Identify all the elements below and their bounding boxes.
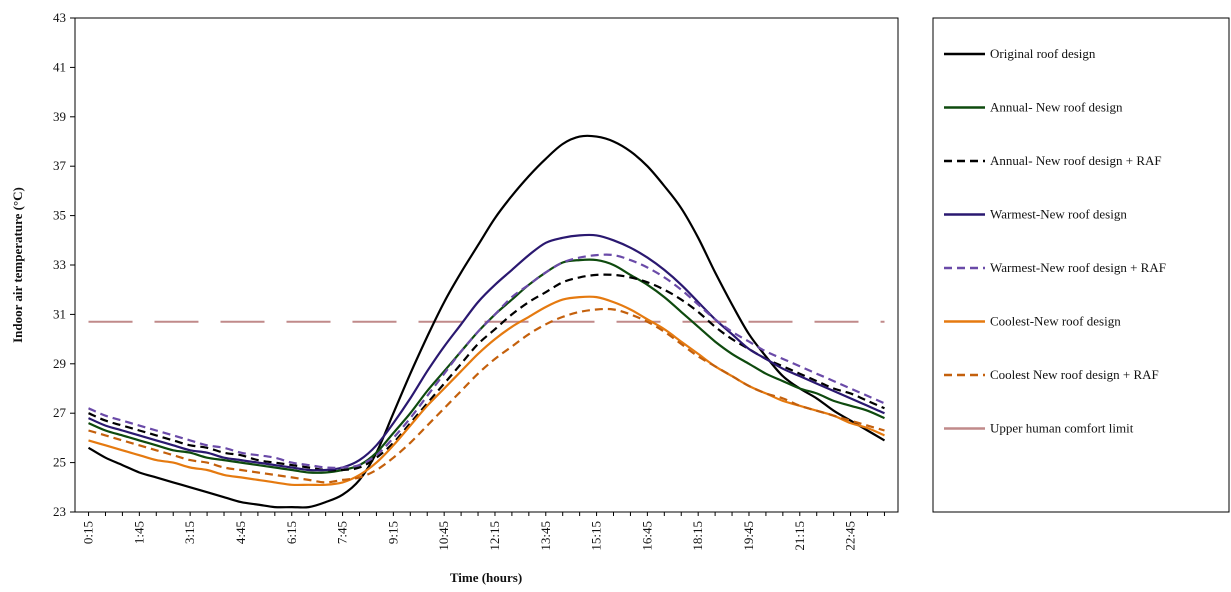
y-axis-title: Indoor air temperature (°C) bbox=[10, 187, 25, 343]
series-line-2 bbox=[88, 273, 885, 472]
plot-area-frame bbox=[74, 17, 899, 513]
series-line-4 bbox=[88, 253, 885, 469]
legend-label-2: Annual- New roof design + RAF bbox=[990, 153, 1162, 168]
legend: Original roof design Annual- New roof des… bbox=[944, 46, 1166, 436]
y-tick-label: 25 bbox=[53, 455, 66, 470]
legend-label-3: Warmest-New roof design bbox=[990, 207, 1127, 222]
series-line-3 bbox=[88, 233, 885, 472]
y-tick-label: 43 bbox=[53, 10, 66, 25]
series-line-5 bbox=[88, 295, 885, 487]
x-axis-title: Time (hours) bbox=[450, 570, 522, 585]
x-tick-label: 12:15 bbox=[487, 521, 502, 551]
x-tick-label: 3:15 bbox=[182, 521, 197, 544]
y-tick-label: 27 bbox=[53, 405, 67, 420]
y-tick-label: 39 bbox=[53, 109, 66, 124]
x-tick-label: 19:45 bbox=[741, 521, 756, 551]
x-tick-label: 4:45 bbox=[233, 521, 248, 544]
series-line-6 bbox=[88, 307, 885, 484]
x-tick-label: 22:45 bbox=[843, 521, 858, 551]
x-tick-label: 0:15 bbox=[81, 521, 96, 544]
series-line-0 bbox=[87, 134, 886, 509]
x-axis-ticks: 0:15 1:45 3:15 4:45 6:15 7:45 9:15 10:45 12:15 13… bbox=[81, 512, 885, 551]
x-tick-label: 7:45 bbox=[335, 521, 350, 544]
x-tick-label: 9:15 bbox=[385, 521, 400, 544]
y-axis-ticks: 23 25 27 29 31 33 35 37 39 41 43 bbox=[53, 10, 75, 519]
x-tick-label: 1:45 bbox=[131, 521, 146, 544]
y-tick-label: 29 bbox=[53, 356, 66, 371]
legend-label-7: Upper human comfort limit bbox=[990, 421, 1134, 436]
x-tick-label: 16:45 bbox=[639, 521, 654, 551]
y-tick-label: 41 bbox=[53, 59, 66, 74]
x-tick-label: 18:15 bbox=[690, 521, 705, 551]
x-tick-label: 6:15 bbox=[284, 521, 299, 544]
legend-label-4: Warmest-New roof design + RAF bbox=[990, 260, 1166, 275]
x-tick-label: 15:15 bbox=[589, 521, 604, 551]
y-tick-label: 37 bbox=[53, 158, 67, 173]
legend-label-5: Coolest-New roof design bbox=[990, 314, 1121, 329]
legend-label-1: Annual- New roof design bbox=[990, 100, 1123, 115]
y-tick-label: 33 bbox=[53, 257, 66, 272]
y-tick-label: 31 bbox=[53, 306, 66, 321]
x-tick-label: 10:45 bbox=[436, 521, 451, 551]
x-tick-label: 21:15 bbox=[792, 521, 807, 551]
x-tick-label: 13:45 bbox=[538, 521, 553, 551]
legend-label-6: Coolest New roof design + RAF bbox=[990, 367, 1159, 382]
legend-box bbox=[932, 17, 1230, 513]
series-layer bbox=[87, 134, 886, 509]
legend-label-0: Original roof design bbox=[990, 46, 1096, 61]
y-tick-label: 35 bbox=[53, 208, 66, 223]
y-tick-label: 23 bbox=[53, 504, 66, 519]
